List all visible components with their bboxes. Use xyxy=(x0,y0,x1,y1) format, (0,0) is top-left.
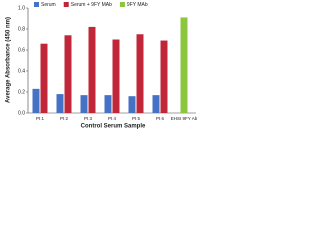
x-tick-label: Pt 5 xyxy=(132,116,141,121)
legend-swatch xyxy=(34,2,39,7)
x-tick-label: Pt 6 xyxy=(156,116,165,121)
legend-label: Serum + 9FY MAb xyxy=(71,2,112,8)
legend-swatch xyxy=(63,2,69,7)
y-tick-label: 0.8 xyxy=(18,26,25,32)
bar xyxy=(88,26,96,113)
x-axis-title: Control Serum Sample xyxy=(81,124,146,130)
y-tick-label: 0.4 xyxy=(18,68,25,74)
bar xyxy=(56,94,64,113)
legend-label: Serum xyxy=(41,2,56,8)
x-tick-label: EHSI 9FY Ab xyxy=(171,116,198,121)
x-tick-label: Pt 3 xyxy=(84,116,93,121)
legend-swatch xyxy=(119,2,125,7)
bar xyxy=(160,40,168,113)
bar xyxy=(64,35,72,113)
bar xyxy=(152,95,160,113)
bar xyxy=(136,34,144,113)
bar xyxy=(180,17,188,114)
y-tick-label: 0.0 xyxy=(18,110,25,116)
y-axis-title: Average Absorbance (450 nm) xyxy=(6,17,12,103)
bar xyxy=(112,39,120,113)
y-tick-label: 0.6 xyxy=(18,47,25,53)
chart: Control Serum Sample Average Absorbance … xyxy=(6,2,198,130)
bar xyxy=(104,95,112,113)
bar xyxy=(128,96,136,113)
x-tick-label: Pt 2 xyxy=(60,116,69,121)
bar xyxy=(32,88,40,113)
x-tick-label: Pt 4 xyxy=(108,116,117,121)
x-tick-label: Pt 1 xyxy=(36,116,45,121)
bar xyxy=(80,95,88,113)
legend-label: 9FY MAb xyxy=(127,2,148,8)
y-tick-label: 1.0 xyxy=(18,5,25,11)
y-tick-label: 0.2 xyxy=(18,89,25,95)
bar xyxy=(40,43,48,114)
